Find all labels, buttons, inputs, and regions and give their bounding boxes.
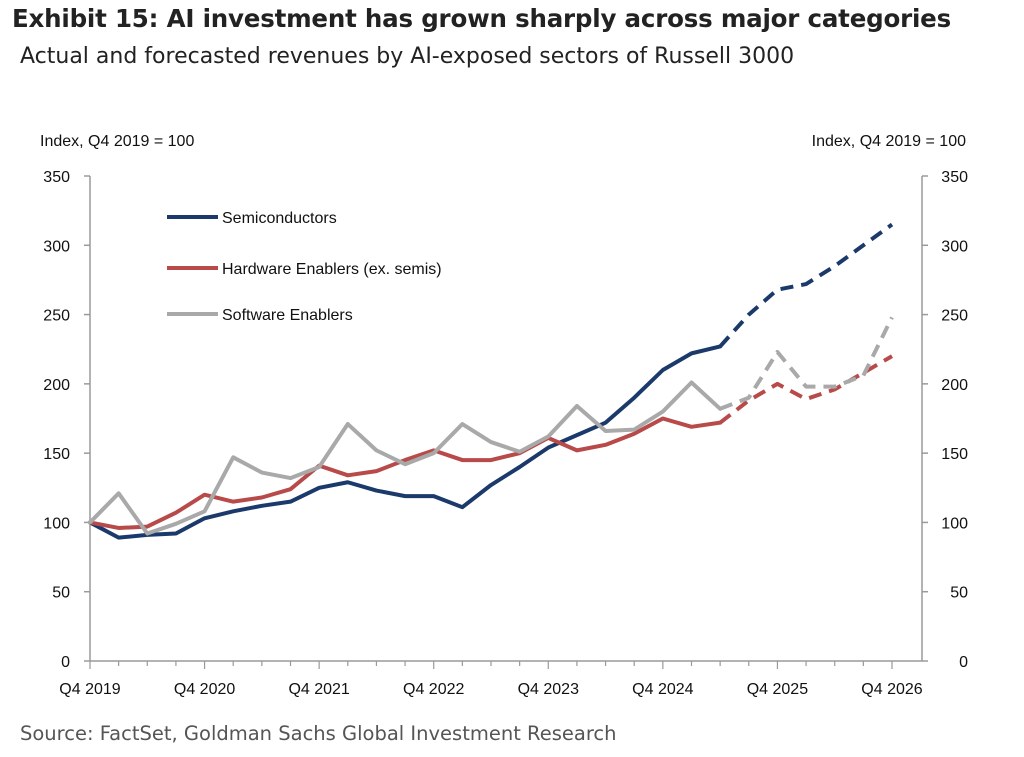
legend: Semiconductors Hardware Enablers (ex. sem… [167, 210, 442, 324]
left-y-tick-label: 50 [52, 585, 70, 602]
x-tick-label: Q4 2021 [288, 681, 349, 698]
series-line-actual [88, 416, 723, 530]
right-y-tick-label: 250 [941, 308, 968, 325]
x-tick-label: Q4 2023 [518, 681, 579, 698]
legend-label: Semiconductors [222, 210, 337, 227]
right-y-tick-label: 150 [941, 446, 968, 463]
left-y-tick-label: 250 [43, 308, 70, 325]
left-y-tick-label: 200 [43, 377, 70, 394]
left-y-tick-label: 350 [43, 169, 70, 186]
left-axis-label: Index, Q4 2019 = 100 [40, 133, 194, 150]
x-tick-label: Q4 2024 [632, 681, 693, 698]
legend-label: Software Enablers [222, 307, 353, 324]
left-y-tick-label: 100 [43, 515, 70, 532]
page-subtitle: Actual and forecasted revenues by AI-exp… [20, 44, 795, 69]
right-y-tick-label: 350 [941, 169, 968, 186]
series-lines [88, 222, 894, 540]
series-line-actual [88, 344, 723, 540]
x-tick-label: Q4 2020 [174, 681, 235, 698]
x-tick-label: Q4 2025 [747, 681, 808, 698]
axes: 0 0 50 50 100 100 150 150 200 200 250 250 300 300 350 3… [43, 169, 968, 698]
series-line-actual [88, 380, 723, 536]
series-line-forecast [718, 222, 894, 348]
left-y-tick-label: 300 [43, 238, 70, 255]
left-y-tick-label: 0 [61, 654, 70, 671]
left-y-tick-label: 150 [43, 446, 70, 463]
right-y-tick-label: 200 [941, 377, 968, 394]
legend-label: Hardware Enablers (ex. semis) [222, 261, 442, 278]
x-tick-label: Q4 2022 [403, 681, 464, 698]
right-y-tick-label: 300 [941, 238, 968, 255]
source-note: Source: FactSet, Goldman Sachs Global In… [20, 722, 617, 745]
right-y-tick-label: 50 [950, 585, 968, 602]
right-y-tick-label: 0 [959, 654, 968, 671]
series-line-forecast [719, 316, 894, 411]
x-tick-label: Q4 2026 [861, 681, 922, 698]
right-axis-label: Index, Q4 2019 = 100 [812, 133, 966, 150]
page-title: Exhibit 15: AI investment has grown shar… [12, 4, 951, 33]
right-y-tick-label: 100 [941, 515, 968, 532]
x-tick-label: Q4 2019 [59, 681, 120, 698]
